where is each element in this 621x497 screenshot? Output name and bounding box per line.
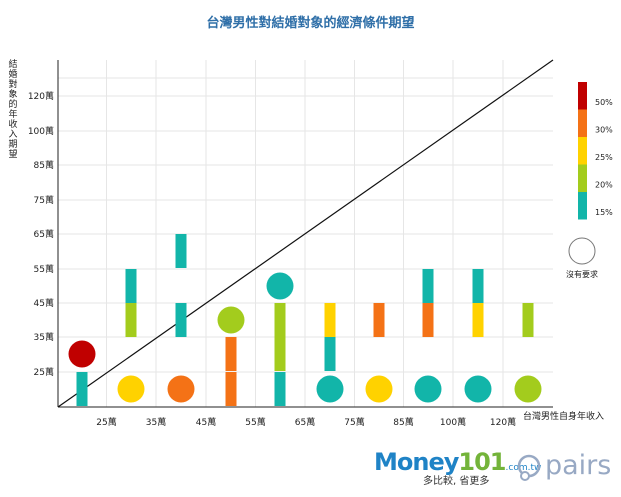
legend-label: 25% <box>595 153 613 162</box>
no-requirement-circle <box>464 375 492 403</box>
data-circle <box>266 272 294 300</box>
legend-swatch <box>578 164 587 192</box>
no-requirement-circle <box>167 375 195 403</box>
x-tick-label: 85萬 <box>393 416 413 428</box>
data-bar <box>274 337 286 371</box>
y-tick-label: 35萬 <box>34 331 54 343</box>
diagonal-reference-line <box>57 59 554 408</box>
legend-swatch <box>578 192 587 220</box>
x-tick-label: 75萬 <box>344 416 364 428</box>
x-axis-label: 台灣男性自身年收入 <box>523 412 605 422</box>
legend-swatch <box>578 109 587 137</box>
y-tick-label: 85萬 <box>34 159 54 171</box>
data-bar <box>522 303 534 337</box>
y-tick-label: 45萬 <box>34 297 54 309</box>
chart-title: 台灣男性對結婚對象的經濟條件期望 <box>206 16 415 31</box>
pairs-logo-icon <box>517 454 541 481</box>
data-bar <box>324 303 336 337</box>
y-tick-label: 100萬 <box>28 125 54 137</box>
data-bar <box>274 372 286 406</box>
legend-swatch <box>578 137 587 165</box>
money101-tagline: 多比較, 省更多 <box>423 476 490 487</box>
data-bar <box>422 269 434 303</box>
legend-swatch <box>578 82 587 110</box>
y-tick-label: 55萬 <box>34 263 54 275</box>
legend-label: 15% <box>595 208 613 217</box>
x-tick-label: 65萬 <box>295 416 315 428</box>
legend-label: 30% <box>595 125 613 134</box>
x-tick-label: 100萬 <box>440 416 466 428</box>
data-bar <box>175 303 187 337</box>
legend-label: 50% <box>595 98 613 107</box>
y-tick-label: 75萬 <box>34 194 54 206</box>
data-bar <box>225 372 237 406</box>
data-bar <box>175 234 187 268</box>
y-tick-label: 25萬 <box>34 366 54 378</box>
no-requirement-circle <box>514 375 542 403</box>
no-requirement-circle <box>414 375 442 403</box>
x-tick-label: 120萬 <box>490 416 516 428</box>
x-tick-label: 45萬 <box>196 416 216 428</box>
x-tick-label: 55萬 <box>245 416 265 428</box>
y-axis-label: 結婚對象的年收入期望 <box>8 60 18 160</box>
data-bar <box>125 269 137 303</box>
data-bar <box>373 303 385 337</box>
data-bar <box>472 303 484 337</box>
pairs-logo: pairs <box>545 450 612 481</box>
data-circle <box>217 306 245 334</box>
data-bar <box>125 303 137 337</box>
legend-no-requirement-label: 沒有要求 <box>566 269 598 279</box>
data-circle <box>68 340 96 368</box>
data-bar <box>324 337 336 371</box>
money101-logo: Money101.com.tw <box>374 448 542 476</box>
y-tick-label: 120萬 <box>28 90 54 102</box>
legend-no-requirement-circle <box>568 237 596 265</box>
data-bar <box>225 337 237 371</box>
data-bar <box>422 303 434 337</box>
y-tick-label: 65萬 <box>34 228 54 240</box>
no-requirement-circle <box>316 375 344 403</box>
no-requirement-circle <box>365 375 393 403</box>
data-bar <box>472 269 484 303</box>
x-tick-label: 35萬 <box>146 416 166 428</box>
no-requirement-circle <box>117 375 145 403</box>
x-tick-label: 25萬 <box>96 416 116 428</box>
data-bar <box>274 303 286 337</box>
data-bar <box>76 372 88 406</box>
legend-label: 20% <box>595 180 613 189</box>
